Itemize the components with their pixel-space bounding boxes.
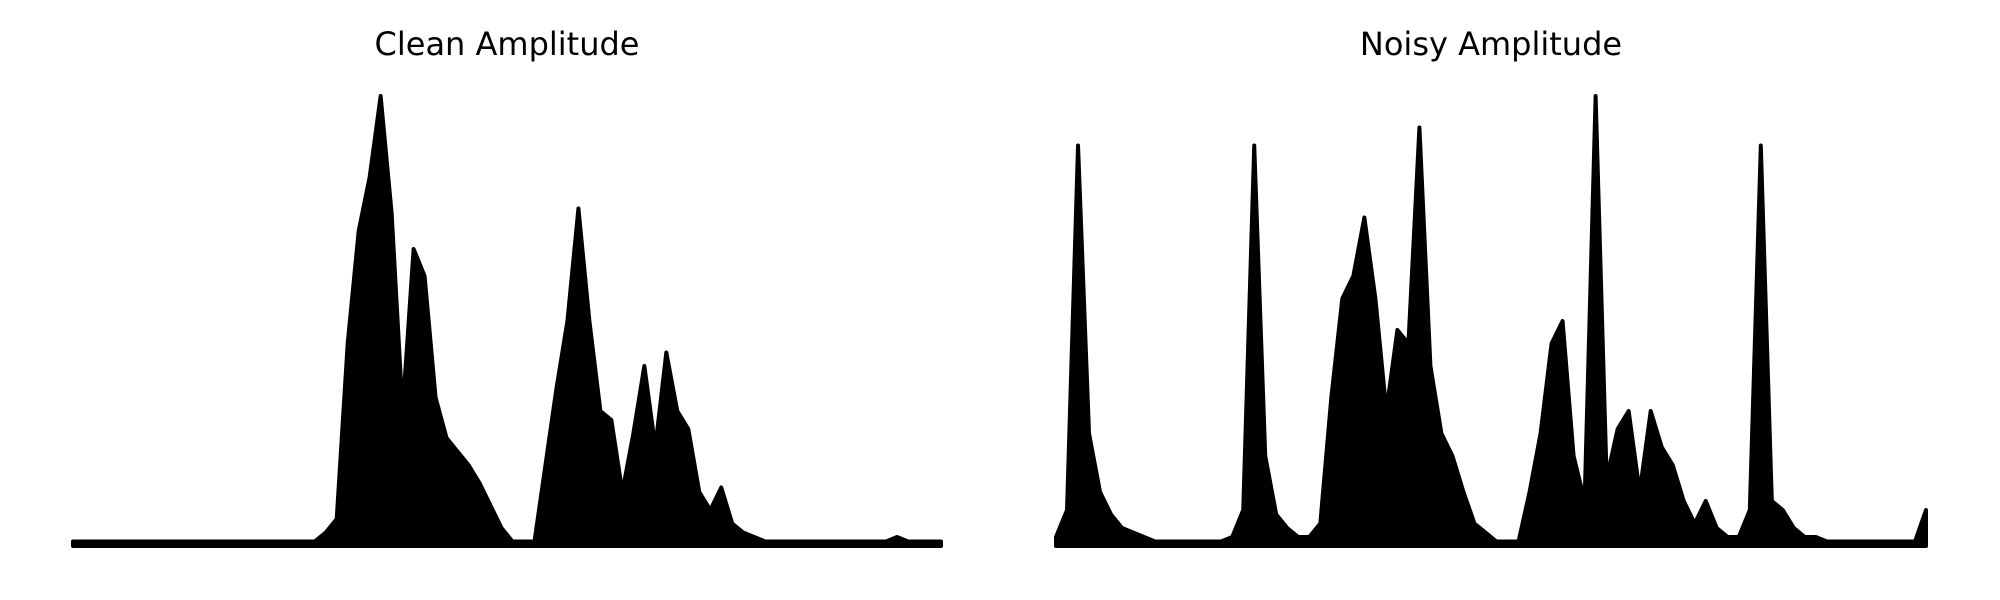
amplitude-envelope	[71, 94, 943, 548]
amplitude-envelope	[1054, 94, 1928, 548]
chart-title: Clean Amplitude	[375, 25, 640, 63]
chart-title: Noisy Amplitude	[1360, 25, 1622, 63]
